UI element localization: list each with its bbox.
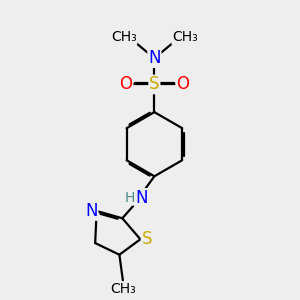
Text: S: S: [149, 75, 160, 93]
Text: N: N: [148, 49, 160, 67]
Text: N: N: [85, 202, 98, 220]
Text: O: O: [120, 75, 133, 93]
Text: CH₃: CH₃: [172, 30, 198, 44]
Text: CH₃: CH₃: [110, 282, 136, 296]
Text: S: S: [142, 230, 152, 248]
Text: N: N: [135, 189, 148, 207]
Text: O: O: [176, 75, 189, 93]
Text: CH₃: CH₃: [111, 30, 136, 44]
Text: H: H: [125, 191, 135, 205]
